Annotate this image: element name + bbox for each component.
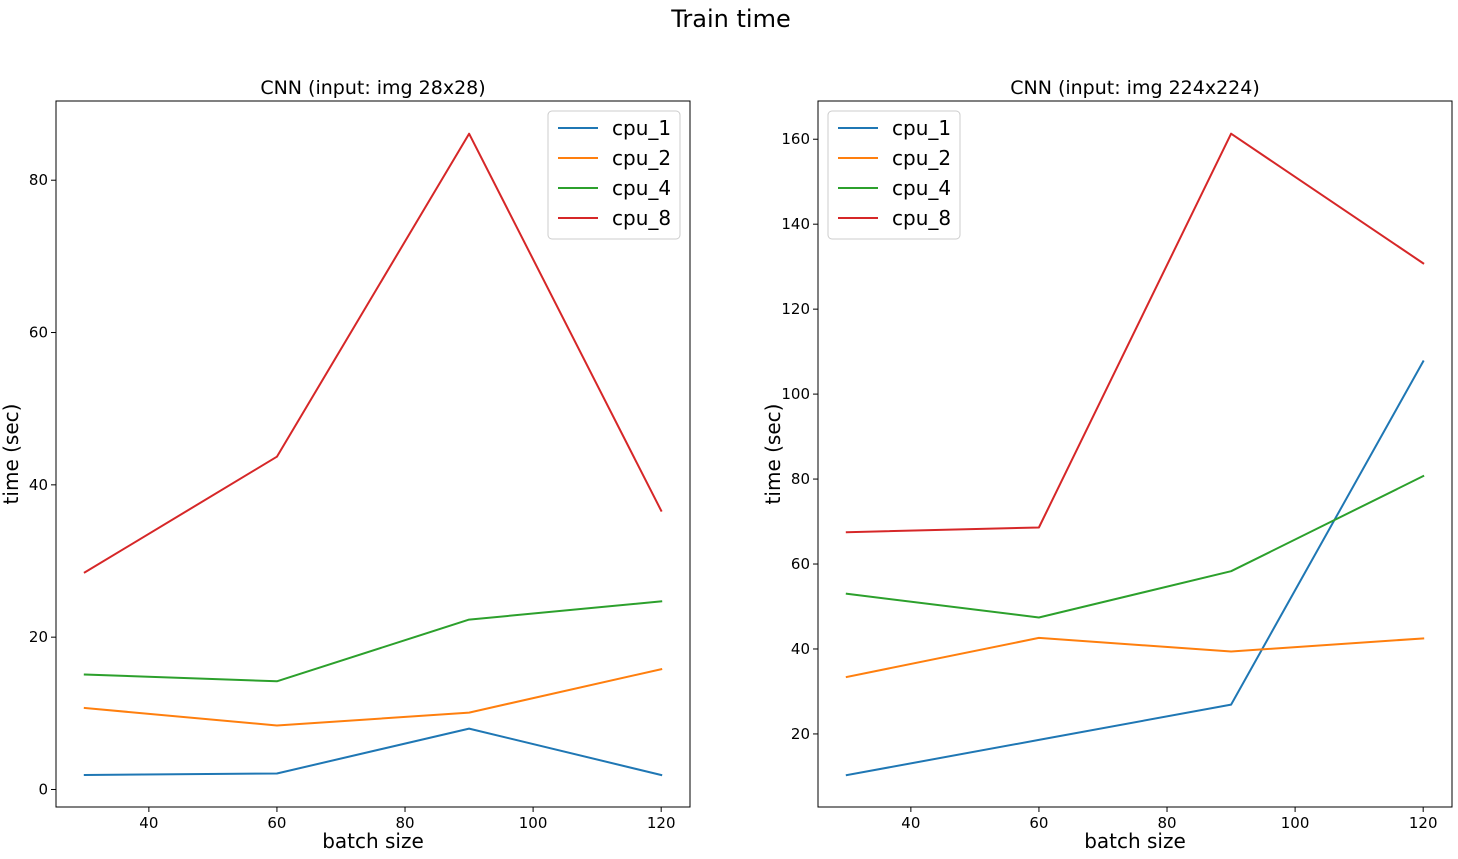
legend-label: cpu_8	[612, 206, 671, 230]
series-line-cpu_8	[83, 132, 663, 574]
x-tick-label: 80	[395, 814, 414, 832]
legend-label: cpu_2	[612, 146, 671, 170]
series-line-cpu_2	[845, 636, 1425, 679]
x-tick-label: 120	[647, 814, 676, 832]
x-axis-label: batch size	[322, 829, 424, 853]
x-tick-label: 40	[139, 814, 158, 832]
plot-frame	[817, 100, 1453, 808]
series-line-cpu_2	[83, 668, 663, 727]
y-tick-label: 80	[29, 171, 48, 189]
y-tick-label: 60	[29, 324, 48, 342]
x-tick-label: 100	[1281, 814, 1310, 832]
legend-label: cpu_1	[892, 116, 951, 140]
series-line-cpu_4	[83, 600, 663, 683]
y-tick-label: 120	[781, 300, 810, 318]
legend-label: cpu_4	[892, 176, 951, 200]
y-tick-label: 160	[781, 130, 810, 148]
y-tick-label: 0	[38, 780, 48, 798]
y-tick-label: 20	[29, 628, 48, 646]
y-tick-label: 40	[791, 640, 810, 658]
x-tick-label: 60	[267, 814, 286, 832]
legend-label: cpu_8	[892, 206, 951, 230]
legend: cpu_1 cpu_2 cpu_4 cpu_8	[547, 110, 681, 240]
x-tick-label: 120	[1409, 814, 1438, 832]
chart-title: CNN (input: img 224x224)	[1010, 77, 1260, 99]
y-tick-label: 140	[781, 215, 810, 233]
legend-label: cpu_1	[612, 116, 671, 140]
chart-right: CNN (input: img 224x224) 40 60 80 100 120 20 40…	[761, 77, 1453, 853]
y-axis-label: time (sec)	[761, 404, 785, 505]
y-tick-label: 60	[791, 555, 810, 573]
y-axis-label: time (sec)	[0, 404, 23, 505]
figure-suptitle: Train time	[670, 5, 790, 33]
x-tick-label: 40	[901, 814, 920, 832]
legend-frame	[547, 110, 681, 240]
series-line-cpu_8	[845, 132, 1425, 534]
legend-label: cpu_4	[612, 176, 671, 200]
legend-label: cpu_2	[892, 146, 951, 170]
y-tick-label: 20	[791, 725, 810, 743]
legend-frame	[827, 110, 961, 240]
x-tick-label: 100	[519, 814, 548, 832]
y-tick-label: 80	[791, 470, 810, 488]
chart-title: CNN (input: img 28x28)	[260, 77, 485, 99]
y-tick-label: 100	[781, 385, 810, 403]
legend: cpu_1 cpu_2 cpu_4 cpu_8	[827, 110, 961, 240]
series-line-cpu_1	[83, 727, 663, 777]
x-axis-label: batch size	[1084, 829, 1186, 853]
x-tick-label: 80	[1157, 814, 1176, 832]
series-line-cpu_4	[845, 474, 1425, 619]
series-line-cpu_1	[845, 360, 1425, 777]
plot-frame	[55, 100, 691, 808]
chart-left: CNN (input: img 28x28) 40 60 80 100 120 0 20 40 6…	[0, 77, 691, 853]
y-tick-label: 40	[29, 476, 48, 494]
x-tick-label: 60	[1029, 814, 1048, 832]
